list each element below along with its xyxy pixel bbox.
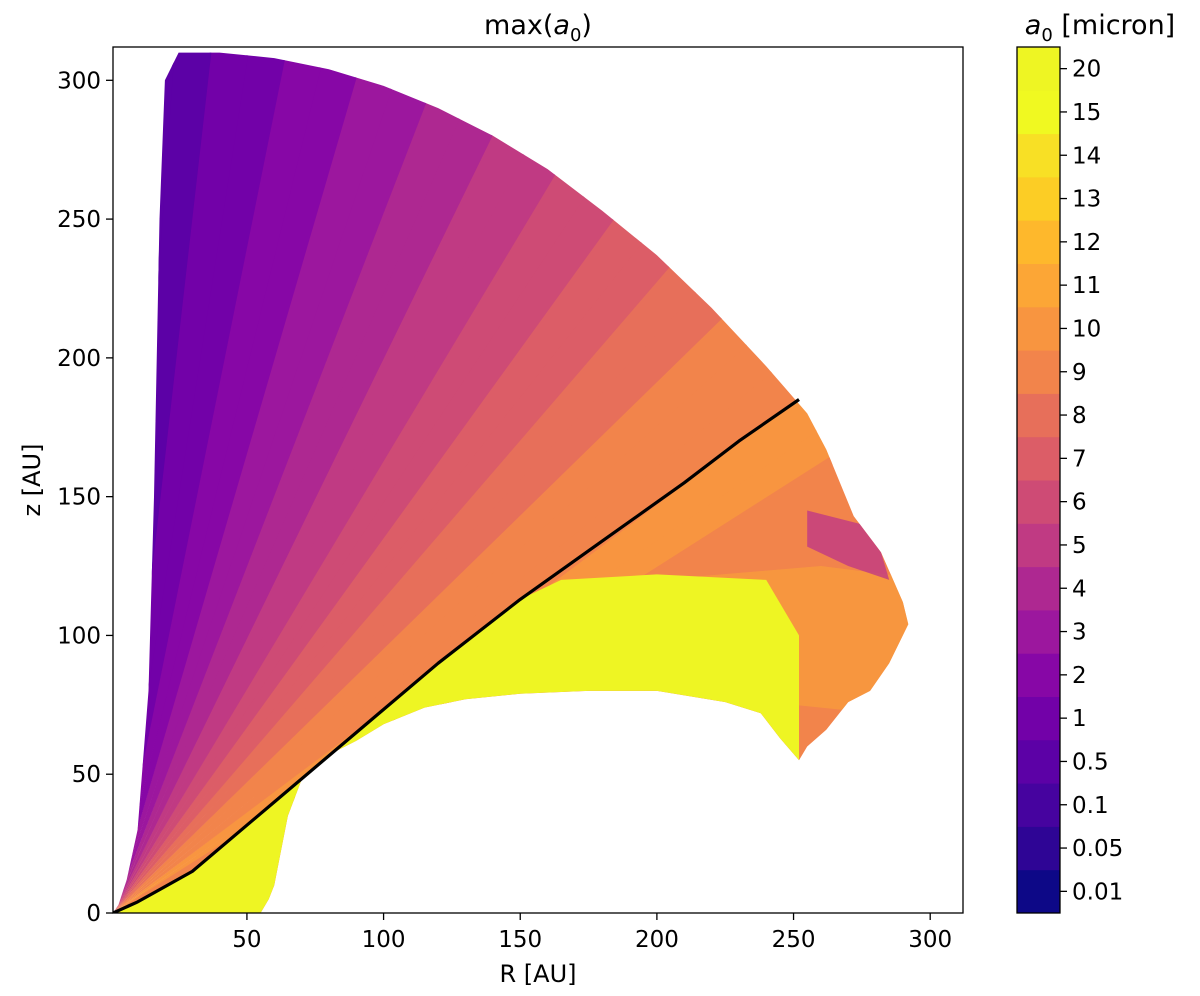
colorbar-swatch <box>1017 653 1060 697</box>
y-tick-label: 0 <box>86 901 101 927</box>
colorbar-swatch <box>1017 263 1060 308</box>
colorbar-tick-label: 15 <box>1072 100 1101 126</box>
colorbar-swatch <box>1017 566 1060 611</box>
x-tick-label: 50 <box>232 927 261 953</box>
colorbar-tick-label: 14 <box>1072 143 1101 169</box>
data-line-layer <box>113 398 800 913</box>
colorbar-tick-label: 10 <box>1072 316 1101 342</box>
colorbar-swatch <box>1017 393 1060 438</box>
colorbar-tick-label: 9 <box>1072 360 1087 386</box>
colorbar-swatch <box>1017 869 1060 914</box>
colorbar-swatch <box>1017 133 1060 178</box>
y-axis-ticks: 0 50 100 150 200 250 300 <box>57 68 113 927</box>
colorbar-tick-label: 0.05 <box>1072 836 1123 862</box>
colorbar-swatch <box>1017 480 1060 524</box>
plot-frame <box>112 46 964 914</box>
colorbar-swatch <box>1017 436 1060 481</box>
x-tick-label: 150 <box>498 927 542 953</box>
colorbar-tick-label: 6 <box>1072 490 1087 516</box>
colorbar-tick-label: 8 <box>1072 403 1087 429</box>
colorbar-tick-label: 7 <box>1072 446 1087 472</box>
x-axis-label: R [AU] <box>499 960 576 988</box>
colorbar-swatch <box>1017 350 1060 394</box>
colorbar-tick-label: 3 <box>1072 620 1087 646</box>
x-tick-label: 100 <box>362 927 406 953</box>
colorbar-swatch <box>1017 696 1060 741</box>
colorbar-swatch <box>1017 90 1060 135</box>
chart-title: max(a0) <box>484 10 592 46</box>
colorbar-tick-label: 0.5 <box>1072 749 1109 775</box>
colorbar-tick-label: 0.01 <box>1072 879 1123 905</box>
colorbar-swatch <box>1017 826 1060 871</box>
colorbar-tick-label: 5 <box>1072 533 1087 559</box>
colorbar-swatch <box>1017 306 1060 351</box>
y-tick-label: 100 <box>57 623 101 649</box>
y-tick-label: 250 <box>57 207 101 233</box>
colorbar-tick-label: 20 <box>1072 57 1101 83</box>
colorbar-tick-label: 1 <box>1072 706 1087 732</box>
heatmap-band <box>807 510 890 580</box>
colorbar-tick-label: 4 <box>1072 576 1087 602</box>
colorbar-swatch <box>1017 523 1060 568</box>
colorbar-swatch <box>1017 783 1060 827</box>
colorbar-swatch <box>1017 176 1060 221</box>
colorbar-tick-label: 13 <box>1072 187 1101 213</box>
colorbar: a0 [micron] 0.010.050.10.512345678910111… <box>1016 10 1175 914</box>
y-tick-label: 150 <box>57 485 101 511</box>
yellow-region <box>113 574 799 913</box>
colorbar-tick-label: 11 <box>1072 273 1101 299</box>
x-axis-ticks: 50 100 150 200 250 300 <box>232 913 952 953</box>
colorbar-swatch <box>1017 739 1060 784</box>
y-tick-label: 50 <box>72 762 101 788</box>
x-tick-label: 300 <box>908 927 952 953</box>
colorbar-swatches <box>1017 47 1060 914</box>
colorbar-swatch <box>1017 47 1060 91</box>
y-tick-label: 200 <box>57 346 101 372</box>
colorbar-tick-label: 12 <box>1072 230 1101 256</box>
colorbar-frame <box>1016 46 1061 914</box>
colorbar-tick-label: 0.1 <box>1072 793 1109 819</box>
colorbar-label: a0 [micron] <box>1025 10 1175 46</box>
x-tick-label: 200 <box>635 927 679 953</box>
colorbar-swatch <box>1017 220 1060 264</box>
colorbar-swatch <box>1017 609 1060 654</box>
x-tick-label: 250 <box>772 927 816 953</box>
colorbar-tick-label: 2 <box>1072 663 1087 689</box>
data-line <box>113 398 800 913</box>
y-tick-label: 300 <box>57 68 101 94</box>
y-axis-label: z [AU] <box>18 444 46 517</box>
